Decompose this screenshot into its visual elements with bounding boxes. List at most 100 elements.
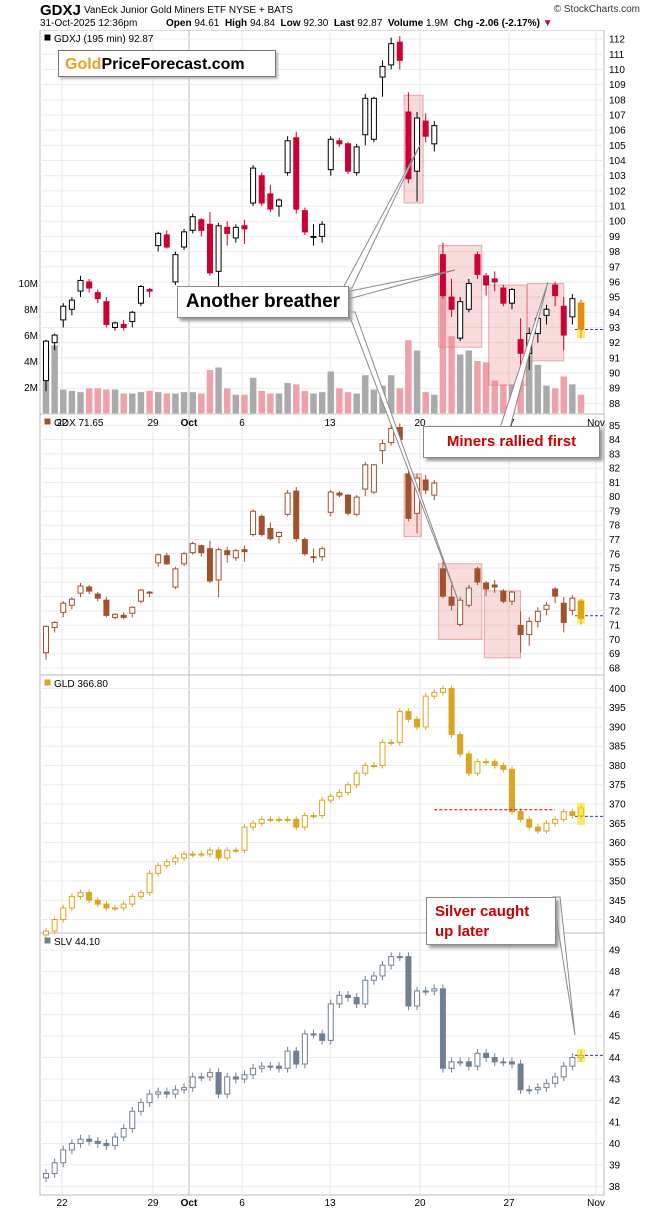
volume-bar (59, 389, 68, 415)
candle-body (293, 818, 300, 828)
last-candle-highlight (577, 301, 585, 339)
candle-body (345, 784, 352, 793)
candle-body (552, 1076, 559, 1084)
candle-body (327, 1003, 334, 1041)
source-credit: © StockCharts.com (553, 4, 640, 15)
volume-bar (119, 392, 128, 415)
volume-bar (232, 394, 240, 415)
y-tick-label: 41 (609, 1117, 621, 1128)
candle-body (206, 223, 213, 274)
volume-bar (171, 392, 180, 415)
callout-miners-rallied: Miners rallied first (423, 426, 600, 458)
high-value: 94.84 (249, 18, 275, 29)
candle-body (517, 1063, 524, 1091)
callout-silver-line1: Silver caught (435, 903, 530, 920)
candle-body (483, 761, 490, 764)
candle-body (379, 741, 386, 766)
candle-body (345, 143, 352, 172)
logo-gold: Gold (65, 56, 102, 73)
y-tick-label: 109 (609, 80, 626, 91)
y-tick-label: 400 (609, 684, 626, 695)
x-tick-label: 22 (56, 1198, 68, 1209)
y-tick-label: 101 (609, 202, 626, 213)
candle-body (275, 199, 282, 207)
candle-body (60, 305, 67, 321)
volume-bar (197, 392, 206, 415)
candle-body (77, 892, 84, 897)
candle-body (51, 919, 58, 932)
candle-body (103, 599, 110, 616)
candle-body (137, 1102, 144, 1112)
candle-body (77, 1138, 84, 1144)
volume-bar (128, 392, 137, 415)
x-tick-label: Oct (181, 418, 198, 429)
candle-body (232, 550, 239, 559)
candle-body (526, 620, 533, 636)
volume-bar (551, 387, 559, 415)
candle-body (491, 584, 498, 588)
candle-body (405, 473, 412, 519)
ohlc-summary: Open 94.61 High 94.84 Low 92.30 Last 92.… (166, 18, 553, 29)
candle-body (293, 1050, 300, 1065)
candle-body (250, 822, 257, 828)
x-tick-label: 27 (503, 1198, 515, 1209)
y-tick-label: 93 (609, 323, 621, 334)
candle-body (526, 818, 533, 828)
candle-body (198, 1076, 205, 1079)
candle-body (129, 606, 136, 614)
candle-body (155, 232, 162, 247)
volume-bar (327, 370, 335, 415)
y-tick-label: 82 (609, 464, 621, 475)
candle-body (379, 964, 386, 977)
candle-body (388, 741, 395, 744)
volume-bar (430, 394, 439, 415)
candle-body (319, 223, 326, 237)
fund-name: VanEck Junior Gold Miners ETF NYSE + BAT… (84, 5, 293, 16)
last-value: 92.87 (357, 18, 383, 29)
open-label: Open (166, 18, 192, 29)
candle-body (457, 1061, 464, 1064)
x-tick-label: 29 (147, 418, 159, 429)
y-tick-label: 40 (609, 1139, 621, 1150)
volume-bar (421, 391, 430, 415)
candle-body (362, 464, 369, 490)
pointer-to-gdx (347, 311, 459, 601)
volume-bar (456, 353, 464, 415)
y-tick-label: 46 (609, 1010, 621, 1021)
candle-body (43, 930, 49, 936)
y-tick-label: 73 (609, 592, 621, 603)
y-tick-label: 107 (609, 110, 626, 121)
highlight-box (483, 590, 522, 659)
y-tick-label: 112 (609, 35, 625, 46)
y-tick-label: 42 (609, 1096, 621, 1107)
candle-body (431, 988, 438, 992)
volume-bar (266, 392, 275, 415)
candle-body (543, 604, 550, 610)
volume-bar (577, 394, 585, 415)
candle-body (474, 254, 481, 275)
series-icon (43, 936, 52, 945)
y-tick-label: 83 (609, 449, 621, 460)
volume-bar (214, 366, 223, 415)
candle-body (146, 1093, 153, 1104)
candle-body (181, 553, 188, 565)
candle-body (569, 811, 576, 817)
candle-body (267, 818, 274, 821)
logo: GoldPriceForecast.com (58, 50, 276, 77)
candle-body (439, 687, 446, 693)
logo-rest: PriceForecast.com (101, 56, 245, 73)
candle-body (336, 140, 343, 145)
candle-body (388, 43, 395, 66)
y-tick-label: 49 (609, 946, 621, 957)
volume-bar (206, 369, 214, 415)
y-tick-label: 71 (609, 621, 621, 632)
candle-body (120, 903, 127, 909)
candle-body (250, 167, 257, 204)
candle-body (232, 1076, 239, 1080)
volume-value: 1.9M (426, 18, 449, 29)
volume-bar (335, 387, 344, 415)
y-tick-label: 95 (609, 293, 621, 304)
volume-bar (180, 391, 188, 415)
y-tick-label: 360 (609, 838, 626, 849)
candle-body (51, 621, 58, 628)
